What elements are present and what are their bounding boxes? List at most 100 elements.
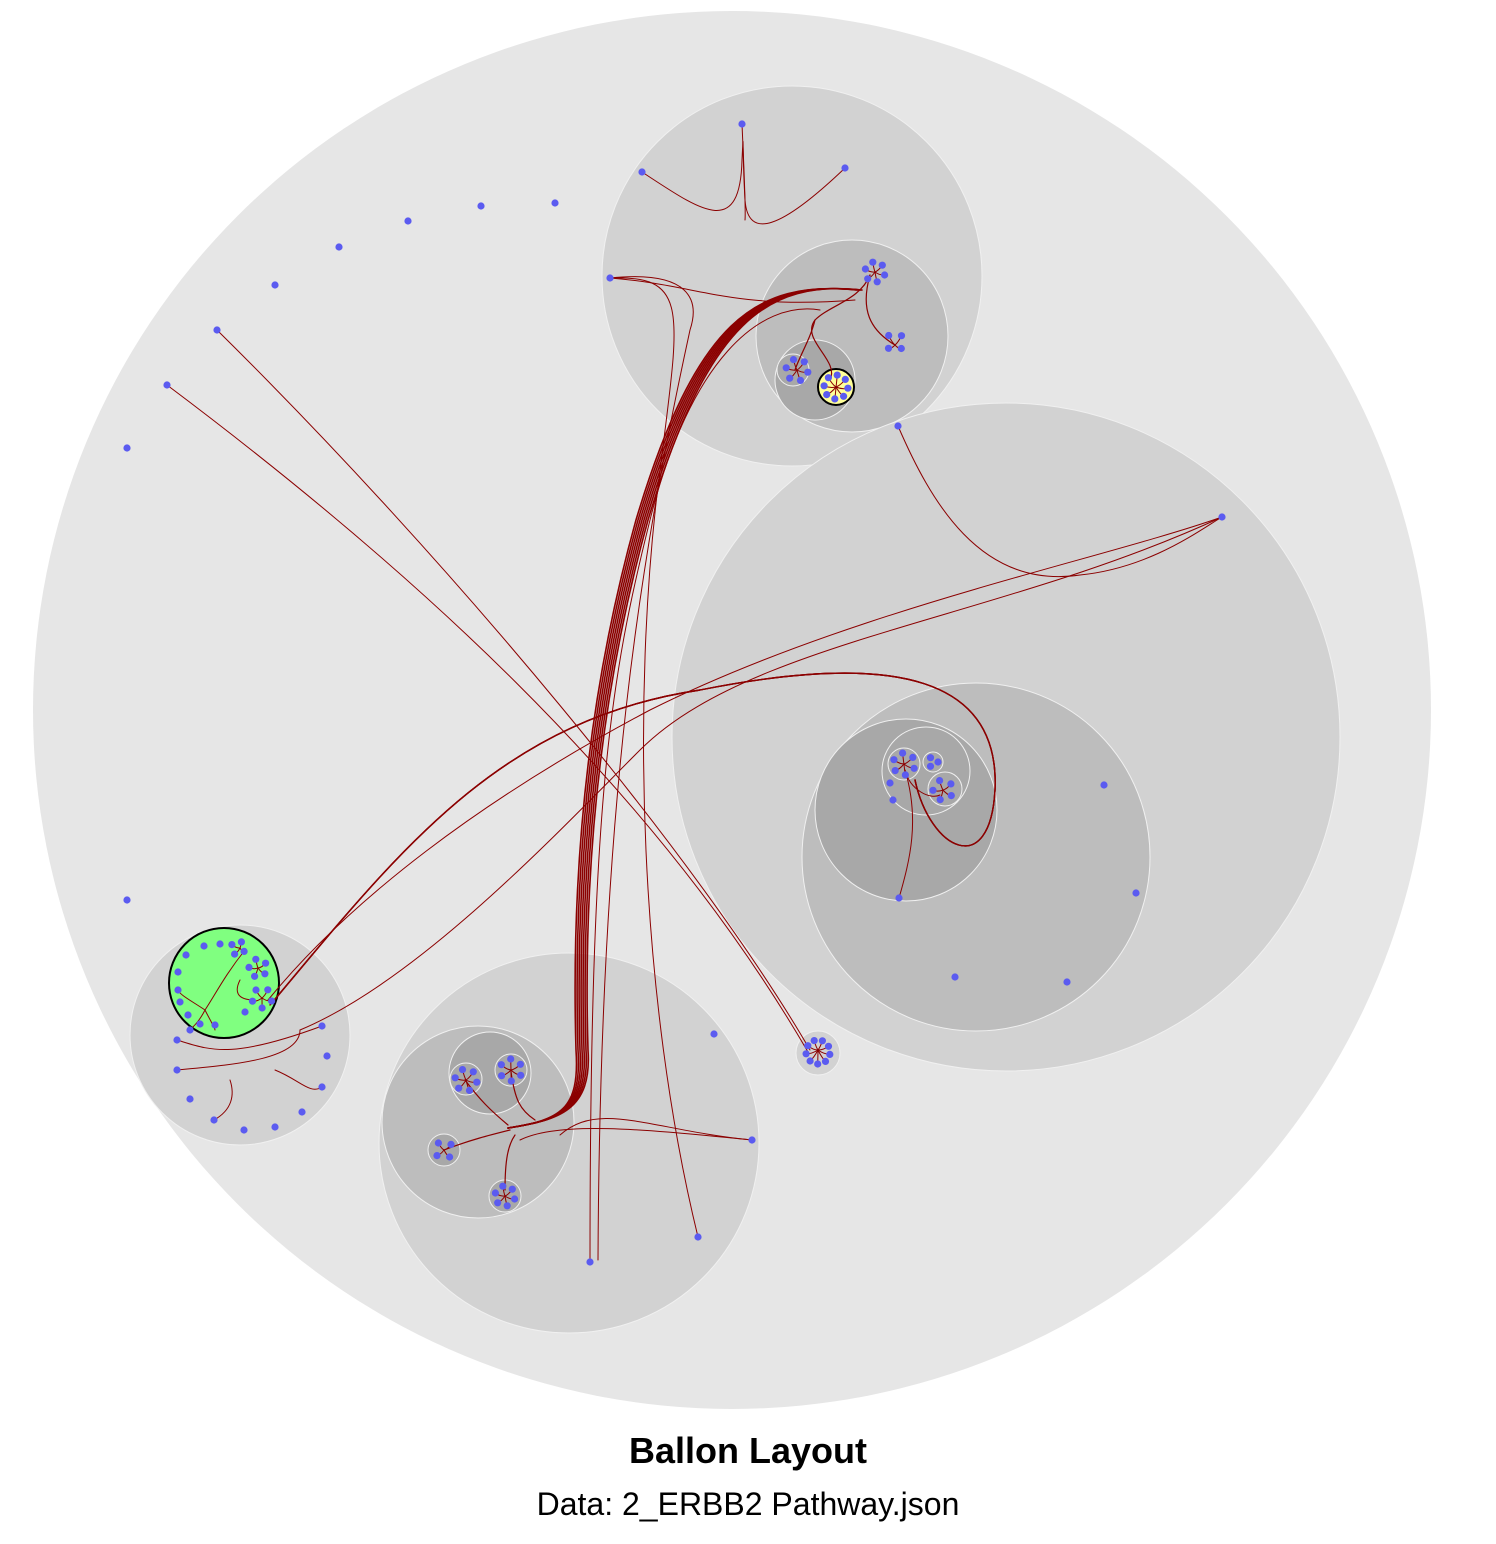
- edge-3: [507, 287, 860, 1129]
- node-109: [174, 986, 182, 994]
- node-127: [248, 997, 257, 1005]
- node-128: [252, 986, 260, 994]
- node-34: [820, 382, 828, 390]
- node-35: [824, 374, 833, 382]
- node-28: [789, 356, 798, 364]
- edge-13: [271, 672, 996, 1004]
- node-65: [465, 1086, 474, 1094]
- node-107: [216, 940, 224, 948]
- edge-32: [176, 1025, 323, 1051]
- edge-39: [204, 1009, 216, 1031]
- edge-19: [519, 1127, 753, 1141]
- edge-27: [794, 319, 816, 371]
- balloon-layout-diagram: [33, 11, 1431, 1409]
- node-72: [498, 1072, 506, 1080]
- node-60: [710, 1030, 718, 1038]
- node-62: [694, 1233, 702, 1241]
- node-75: [516, 1060, 525, 1068]
- node-80: [510, 1195, 519, 1203]
- edge-8: [609, 277, 856, 303]
- node-13: [894, 422, 902, 430]
- node-46: [910, 764, 918, 772]
- node-10: [638, 168, 646, 176]
- edge-22: [741, 123, 746, 221]
- node-6: [163, 381, 171, 389]
- node-87: [821, 1057, 830, 1065]
- node-8: [123, 896, 131, 904]
- node-20: [897, 344, 905, 353]
- node-22: [885, 331, 893, 340]
- node-70: [517, 1071, 525, 1079]
- node-1: [477, 202, 485, 210]
- node-29: [800, 358, 808, 366]
- node-40: [1132, 889, 1140, 897]
- edge-34: [213, 1079, 233, 1121]
- node-67: [451, 1074, 459, 1082]
- node-104: [173, 1036, 181, 1044]
- node-117: [231, 950, 239, 958]
- node-68: [458, 1066, 467, 1074]
- edge-15: [299, 516, 1223, 1031]
- edge-31: [504, 1134, 516, 1191]
- node-82: [494, 1199, 502, 1207]
- node-96: [323, 1052, 331, 1060]
- node-101: [210, 1116, 218, 1124]
- node-106: [200, 942, 208, 950]
- node-100: [240, 1126, 248, 1134]
- node-41: [951, 973, 959, 981]
- node-25: [796, 376, 805, 384]
- edge-7: [589, 308, 821, 1263]
- node-51: [909, 753, 917, 762]
- node-58: [936, 777, 944, 785]
- node-64: [473, 1078, 481, 1086]
- node-53: [926, 762, 935, 770]
- edge-4: [507, 287, 861, 1129]
- edge-5: [507, 287, 862, 1129]
- group-circles: [33, 11, 1431, 1409]
- node-66: [455, 1084, 463, 1092]
- node-113: [211, 1021, 219, 1029]
- node-91: [804, 1042, 812, 1050]
- edge-14: [267, 516, 1223, 1001]
- node-33: [823, 391, 831, 399]
- node-5: [213, 326, 221, 334]
- node-81: [503, 1202, 511, 1210]
- node-17: [861, 265, 870, 273]
- edge-16: [897, 425, 1223, 578]
- node-88: [814, 1060, 822, 1068]
- node-112: [196, 1020, 204, 1028]
- edge-28: [464, 1079, 509, 1126]
- node-74: [507, 1055, 515, 1063]
- node-57: [929, 786, 937, 794]
- node-32: [831, 395, 839, 403]
- diagram-subtitle: Data: 2_ERBB2 Pathway.json: [536, 1486, 960, 1522]
- edge-6: [507, 287, 863, 1129]
- node-103: [173, 1066, 181, 1074]
- node-73: [497, 1061, 505, 1069]
- node-69: [469, 1068, 477, 1076]
- node-90: [802, 1050, 810, 1058]
- node-31: [840, 392, 848, 400]
- node-86: [826, 1050, 834, 1058]
- node-77: [433, 1152, 441, 1160]
- node-21: [884, 344, 893, 352]
- edge-18: [166, 384, 809, 1053]
- node-71: [507, 1077, 515, 1085]
- node-121: [251, 972, 259, 980]
- node-84: [499, 1182, 507, 1190]
- node-120: [261, 970, 269, 978]
- node-85: [508, 1185, 516, 1193]
- node-48: [891, 767, 899, 775]
- node-26: [786, 374, 794, 382]
- node-110: [176, 998, 184, 1006]
- node-16: [864, 275, 872, 283]
- node-14: [881, 271, 889, 279]
- node-79: [447, 1140, 455, 1148]
- node-126: [258, 1004, 266, 1012]
- node-9: [738, 120, 746, 128]
- node-59: [947, 780, 955, 788]
- edges: [166, 123, 1223, 1263]
- node-50: [899, 749, 907, 757]
- edge-2: [507, 287, 859, 1129]
- nodes: [123, 120, 1226, 1266]
